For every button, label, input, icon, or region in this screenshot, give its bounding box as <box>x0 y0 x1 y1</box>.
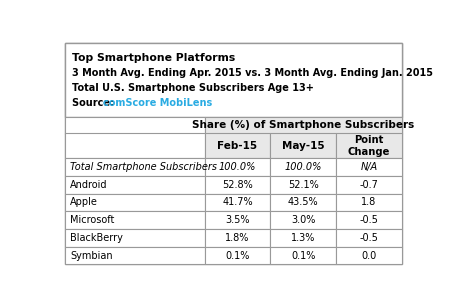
Bar <box>336 229 402 247</box>
Text: 1.8%: 1.8% <box>225 233 250 243</box>
Text: 0.1%: 0.1% <box>225 250 250 261</box>
Bar <box>270 247 336 264</box>
Bar <box>65 158 205 176</box>
Bar <box>270 158 336 176</box>
Text: Point
Change: Point Change <box>348 135 390 157</box>
Text: 100.0%: 100.0% <box>284 162 322 172</box>
Text: -0.5: -0.5 <box>359 215 378 225</box>
Text: 0.0: 0.0 <box>361 250 376 261</box>
Bar <box>205 247 270 264</box>
Bar <box>65 117 205 133</box>
Bar <box>270 176 336 194</box>
Bar <box>336 133 402 158</box>
Text: -0.7: -0.7 <box>359 180 378 190</box>
Bar <box>336 176 402 194</box>
Bar <box>65 176 205 194</box>
Text: 0.1%: 0.1% <box>291 250 315 261</box>
Text: 100.0%: 100.0% <box>219 162 256 172</box>
Bar <box>205 211 270 229</box>
Bar <box>336 158 402 176</box>
Text: 3 Month Avg. Ending Apr. 2015 vs. 3 Month Avg. Ending Jan. 2015: 3 Month Avg. Ending Apr. 2015 vs. 3 Mont… <box>72 68 433 78</box>
Text: Source:: Source: <box>72 98 118 108</box>
Bar <box>205 229 270 247</box>
Bar <box>336 211 402 229</box>
Bar <box>205 176 270 194</box>
Bar <box>270 133 336 158</box>
Text: Symbian: Symbian <box>70 250 113 261</box>
Text: 43.5%: 43.5% <box>288 197 318 207</box>
Text: Microsoft: Microsoft <box>70 215 114 225</box>
Text: Share (%) of Smartphone Subscribers: Share (%) of Smartphone Subscribers <box>192 120 414 130</box>
Text: Top Smartphone Platforms: Top Smartphone Platforms <box>72 53 236 63</box>
Bar <box>270 194 336 211</box>
Text: Android: Android <box>70 180 107 190</box>
Text: BlackBerry: BlackBerry <box>70 233 123 243</box>
Text: -0.5: -0.5 <box>359 233 378 243</box>
Bar <box>205 158 270 176</box>
Text: 41.7%: 41.7% <box>222 197 253 207</box>
Bar <box>65 211 205 229</box>
Text: Total Smartphone Subscribers: Total Smartphone Subscribers <box>70 162 217 172</box>
Bar <box>65 133 205 158</box>
Bar <box>65 194 205 211</box>
Text: 52.1%: 52.1% <box>288 180 318 190</box>
Bar <box>65 43 402 117</box>
Text: Apple: Apple <box>70 197 98 207</box>
Text: Feb-15: Feb-15 <box>217 141 258 151</box>
Text: May-15: May-15 <box>282 141 324 151</box>
Text: N/A: N/A <box>360 162 378 172</box>
Bar <box>270 211 336 229</box>
Bar <box>205 194 270 211</box>
Text: 52.8%: 52.8% <box>222 180 253 190</box>
Text: 1.8: 1.8 <box>361 197 376 207</box>
Bar <box>336 247 402 264</box>
Text: 3.5%: 3.5% <box>225 215 250 225</box>
Text: 3.0%: 3.0% <box>291 215 315 225</box>
Bar <box>65 229 205 247</box>
Text: Total U.S. Smartphone Subscribers Age 13+: Total U.S. Smartphone Subscribers Age 13… <box>72 83 314 93</box>
Text: 1.3%: 1.3% <box>291 233 315 243</box>
Bar <box>205 133 270 158</box>
Bar <box>270 229 336 247</box>
Bar <box>205 117 402 133</box>
Bar <box>65 247 205 264</box>
Text: comScore MobiLens: comScore MobiLens <box>103 98 212 108</box>
Bar <box>336 194 402 211</box>
